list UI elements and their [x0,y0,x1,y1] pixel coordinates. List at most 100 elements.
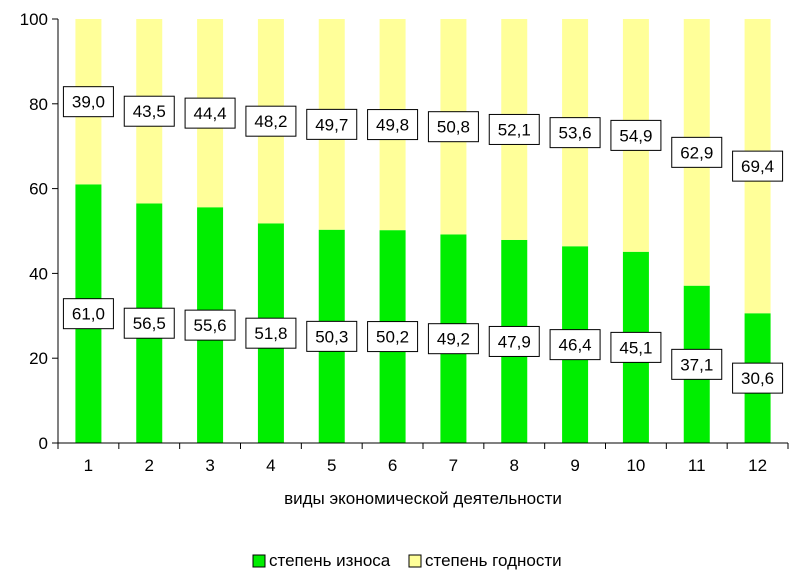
data-label-box [123,95,175,127]
data-label: 48,2 [245,105,297,137]
data-label: 52,1 [488,113,540,145]
legend-item: степень износа [252,551,391,570]
data-label-box [62,86,114,118]
data-label-box [732,362,784,394]
data-label-text: 49,8 [376,116,409,135]
data-label-text: 47,9 [498,332,531,351]
x-axis-title: виды экономической деятельности [284,489,562,508]
data-label: 62,9 [671,136,723,168]
data-label-text: 49,2 [437,330,470,349]
data-label-box [427,323,479,355]
data-label-box [62,298,114,330]
data-label: 50,8 [427,111,479,143]
data-label: 50,2 [367,321,419,353]
data-label-text: 43,5 [133,102,166,121]
data-label-text: 39,0 [72,93,105,112]
data-label: 55,6 [184,309,236,341]
legend: степень износа степень годности [252,551,562,570]
legend-label: степень годности [425,551,562,570]
y-tick-label: 0 [39,434,48,453]
y-tick-label: 60 [29,180,48,199]
x-tick-label: 8 [510,456,519,475]
data-label-text: 46,4 [559,336,592,355]
x-tick-label: 9 [570,456,579,475]
data-label-box [367,321,419,353]
y-tick-label: 20 [29,349,48,368]
x-tick-label: 3 [205,456,214,475]
data-label: 39,0 [62,86,114,118]
data-label: 47,9 [488,325,540,357]
data-label: 49,7 [306,108,358,140]
data-label-text: 30,6 [741,369,774,388]
data-label: 46,4 [549,329,601,361]
x-tick-label: 12 [748,456,767,475]
data-label-text: 53,6 [559,124,592,143]
x-tick-label: 10 [626,456,645,475]
data-label-box [610,119,662,151]
data-label-text: 52,1 [498,120,531,139]
x-tick-label: 2 [145,456,154,475]
x-tick-label: 4 [266,456,275,475]
data-label-box [488,113,540,145]
data-label: 43,5 [123,95,175,127]
data-labels: 61,0 39,0 56,5 43,5 55,6 44,4 51,8 48,2 50,3 49,7… [62,86,784,394]
data-label-text: 69,4 [741,157,774,176]
y-tick-label: 40 [29,264,48,283]
x-tick-label: 11 [688,456,706,475]
data-label-box [123,307,175,339]
data-label-box [245,105,297,137]
data-label-text: 56,5 [133,314,166,333]
data-label-box [367,109,419,141]
y-tick-label: 80 [29,95,48,114]
data-label-box [488,325,540,357]
x-tick-label: 7 [449,456,458,475]
data-label-text: 61,0 [72,305,105,324]
data-label-box [427,111,479,143]
data-label-box [671,348,723,380]
data-label-box [549,329,601,361]
data-label-text: 55,6 [194,316,227,335]
data-label: 49,2 [427,323,479,355]
data-label: 49,8 [367,109,419,141]
x-axis: 1 2 3 4 5 6 7 8 9 10 11 12 [57,443,789,475]
legend-swatch [408,554,422,568]
x-tick-label: 6 [388,456,397,475]
data-label-text: 48,2 [254,112,287,131]
x-tick-label: 1 [84,456,93,475]
legend-item: степень годности [408,551,562,570]
data-label-box [184,309,236,341]
data-label: 56,5 [123,307,175,339]
data-label-box [549,117,601,149]
data-label-box [732,150,784,182]
data-label-text: 50,2 [376,328,409,347]
data-label-box [184,97,236,129]
data-label-text: 49,7 [315,115,348,134]
data-label: 50,3 [306,320,358,352]
legend-label: степень износа [269,551,391,570]
data-label: 69,4 [732,150,784,182]
legend-swatch [252,554,266,568]
data-label: 51,8 [245,317,297,349]
data-label-text: 50,8 [437,118,470,137]
data-label-text: 54,9 [619,126,652,145]
data-label-box [245,317,297,349]
data-label: 44,4 [184,97,236,129]
data-label-text: 45,1 [619,338,652,357]
data-label: 54,9 [610,119,662,151]
data-label: 61,0 [62,298,114,330]
x-tick-label: 5 [327,456,336,475]
data-label: 30,6 [732,362,784,394]
data-label-box [306,320,358,352]
data-label-text: 50,3 [315,327,348,346]
data-label-text: 37,1 [680,355,713,374]
data-label-box [610,331,662,363]
data-label-text: 51,8 [254,324,287,343]
data-label-box [671,136,723,168]
y-axis: 0 20 40 60 80 100 [20,10,58,453]
data-label-text: 44,4 [194,104,227,123]
data-label-text: 62,9 [680,143,713,162]
data-label-box [306,108,358,140]
plot-area [75,19,771,444]
y-tick-label: 100 [20,10,48,29]
